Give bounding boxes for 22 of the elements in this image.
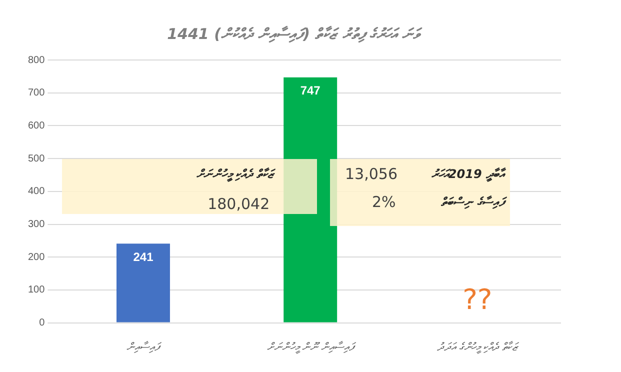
y-tick-label: 500: [28, 153, 46, 164]
x-tick-label: ފައިސާއިން ނޫން މީހުންނަށް: [266, 340, 357, 354]
data-label: 747: [300, 84, 321, 98]
y-tick-label: 800: [28, 54, 46, 66]
chart-title: 1441 ވަނަ އަހަރުގެ ފިތުރު ޒަކާތް (ފައިސާއިން ދެއްކުން): [167, 24, 423, 43]
annotation: އާބާދީ 2019އަހަރު: [431, 166, 505, 181]
annotation: ފައިސާގެ ނިސްބަތް: [440, 194, 505, 209]
y-tick-label: 100: [28, 284, 46, 296]
annotation: ??: [462, 282, 494, 316]
y-tick-label: 0: [39, 318, 46, 329]
annotation: 2%: [372, 192, 396, 211]
y-tick-label: 400: [28, 186, 46, 198]
data-label: 241: [133, 250, 154, 264]
y-tick-label: 200: [28, 252, 46, 263]
x-tick-label: ފައިސާއިން: [126, 340, 163, 354]
y-tick-label: 700: [28, 88, 46, 99]
y-tick-label: 600: [28, 120, 46, 132]
annotation: 180,042: [208, 194, 270, 213]
annotation: ޒަކާތް ދެއްކި މީހުންނަށް: [196, 166, 274, 181]
annotation: 13,056: [345, 164, 398, 183]
x-tick-label: ޒަކާތް ދެއްކި މީހުންގެ އަދަދު: [436, 340, 520, 354]
y-tick-label: 300: [28, 219, 46, 230]
